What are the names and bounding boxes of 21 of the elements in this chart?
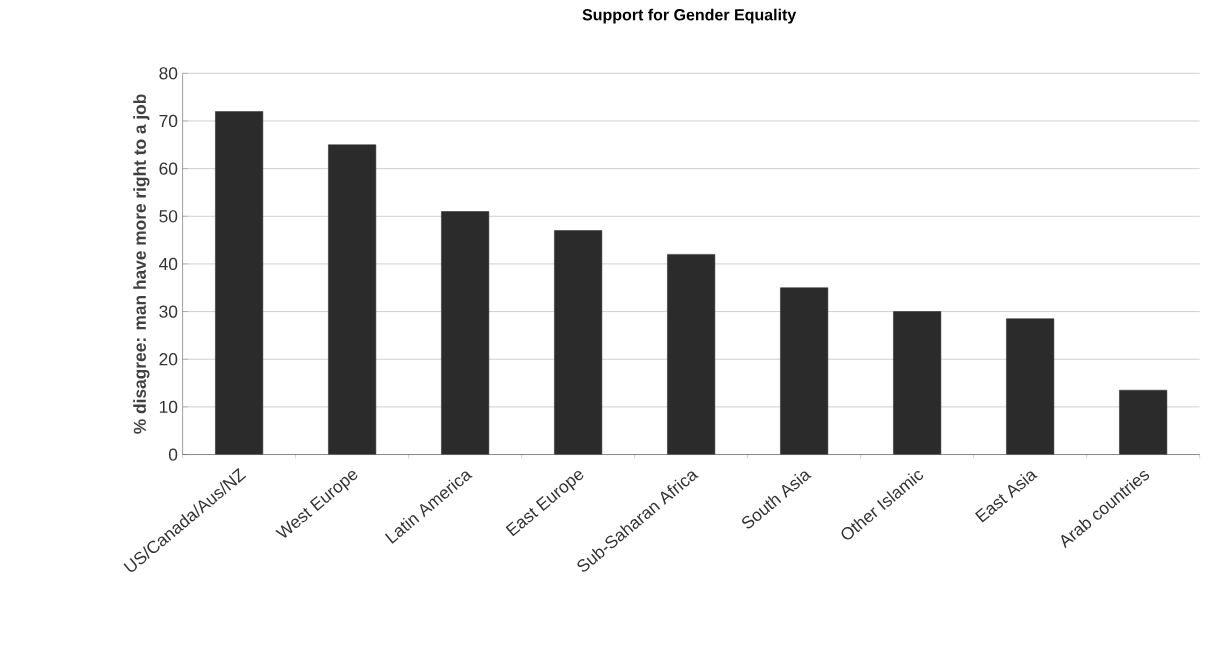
- x-tick-label: East Asia: [975, 471, 1038, 523]
- y-tick-label: 40: [159, 257, 178, 271]
- y-axis-title: % disagree: man have more right to a job: [133, 94, 150, 434]
- bar: [328, 144, 377, 455]
- bar: [893, 311, 942, 455]
- y-tick-label: 0: [168, 448, 178, 461]
- y-tick-label: 20: [159, 353, 178, 366]
- bar: [1006, 318, 1055, 455]
- bar: [554, 230, 603, 455]
- bar: [215, 111, 264, 455]
- bar: [667, 254, 716, 455]
- bar: [780, 287, 829, 455]
- y-tick-label: 50: [159, 210, 178, 223]
- y-tick-label: 30: [159, 305, 178, 318]
- bar: [441, 211, 490, 455]
- y-tick-label: 70: [159, 114, 178, 128]
- bar: [1119, 390, 1168, 455]
- y-tick-label: 80: [159, 67, 178, 80]
- y-tick-label: 10: [159, 400, 178, 414]
- y-tick-label: 60: [159, 162, 178, 175]
- chart-title: Support for Gender Equality: [582, 8, 797, 24]
